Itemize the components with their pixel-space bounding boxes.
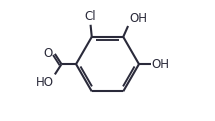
Text: HO: HO (36, 76, 54, 89)
Text: O: O (43, 47, 52, 60)
Text: Cl: Cl (85, 10, 96, 23)
Text: OH: OH (129, 12, 147, 25)
Text: OH: OH (152, 58, 170, 71)
